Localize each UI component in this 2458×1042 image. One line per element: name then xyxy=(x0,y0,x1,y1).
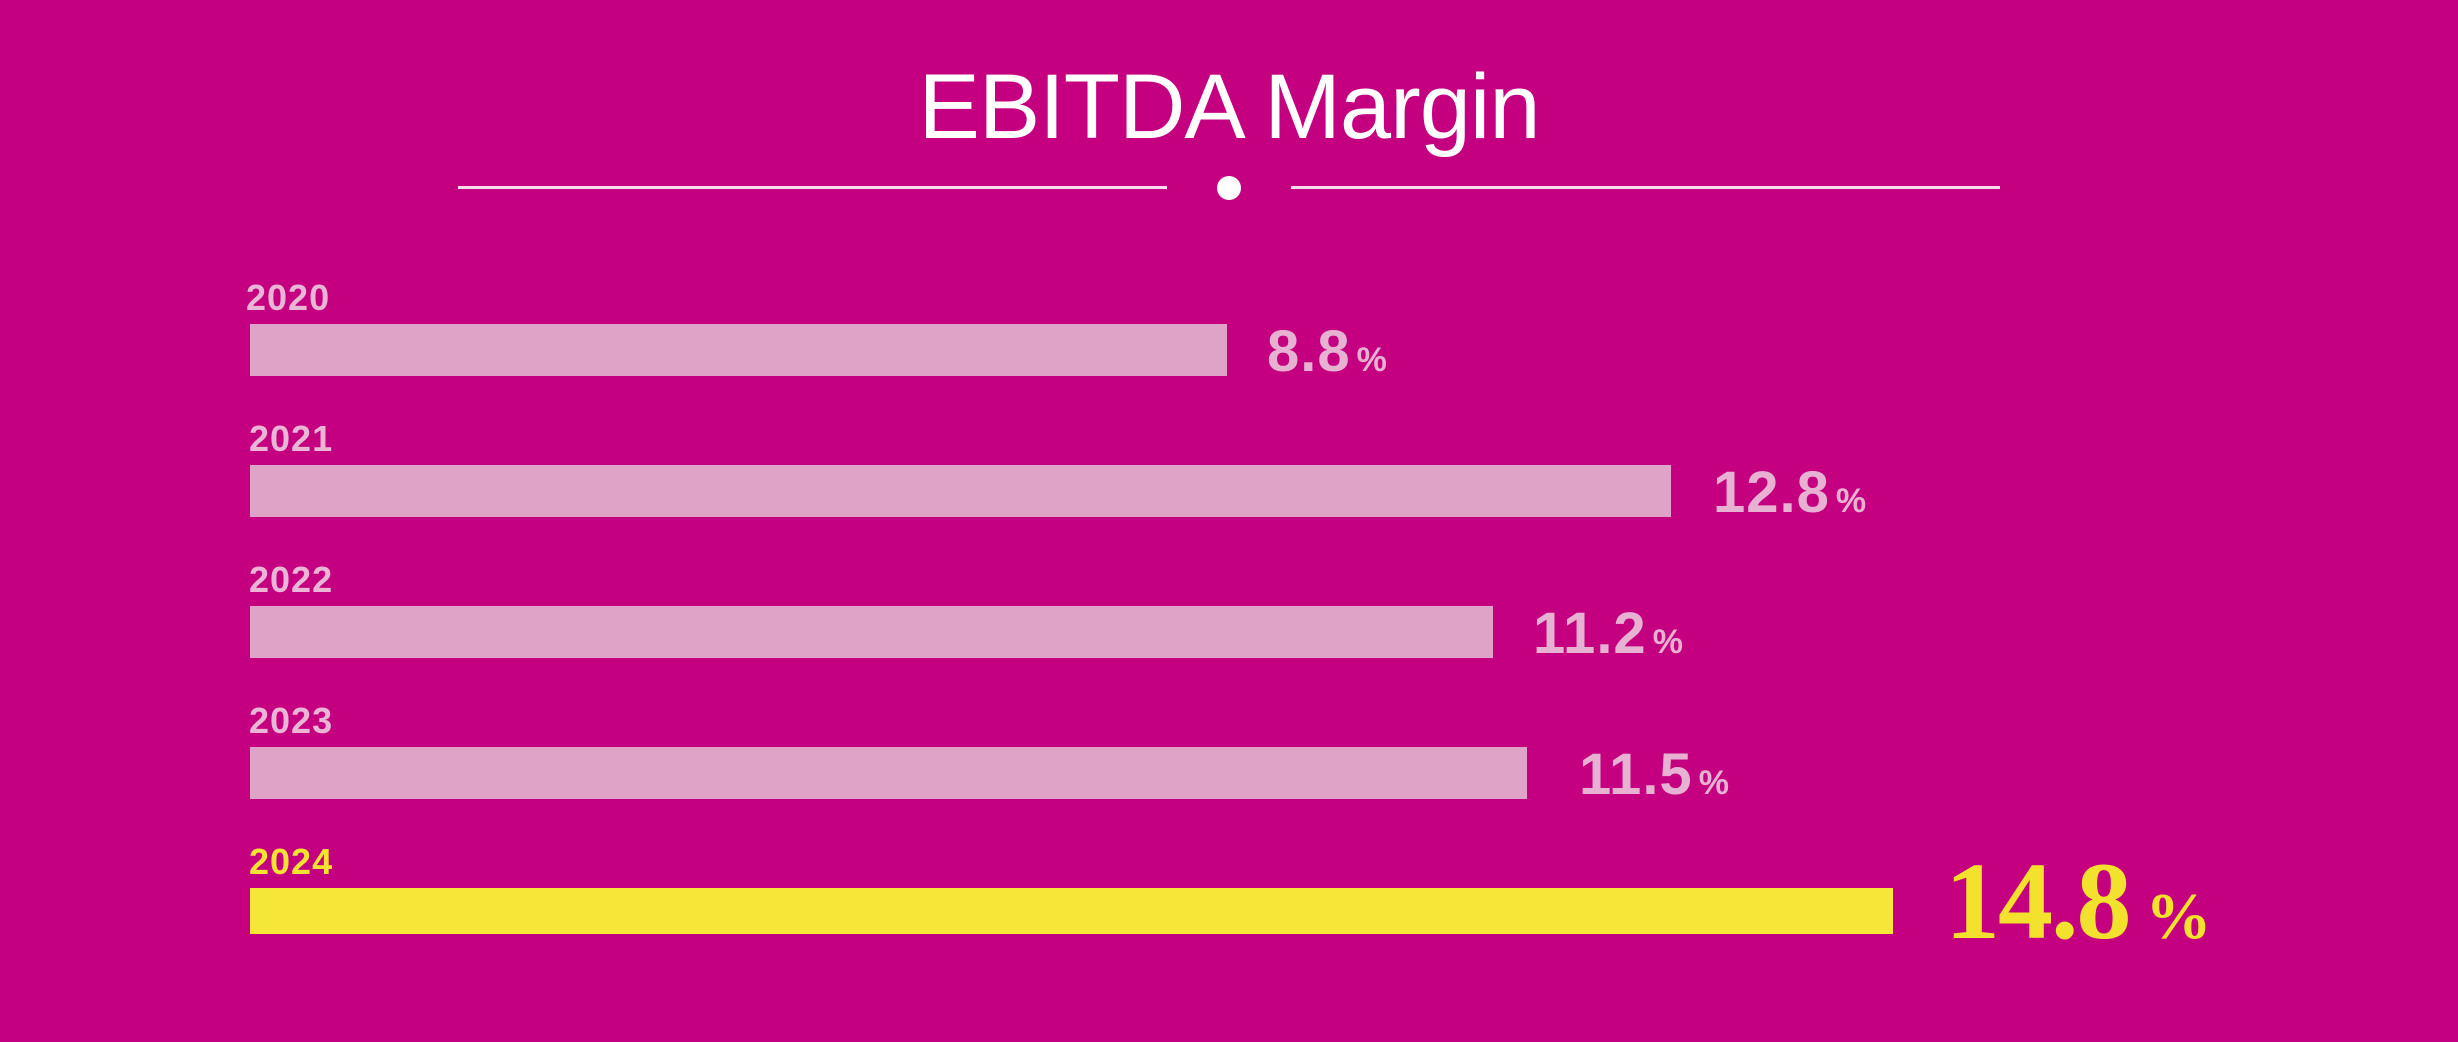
value-unit: % xyxy=(1356,341,1387,379)
value-label: 8.8% xyxy=(1267,318,1387,385)
value-number: 8.8 xyxy=(1267,319,1351,384)
bar-2023 xyxy=(250,747,1527,799)
title-divider-right xyxy=(1291,186,2000,189)
year-label: 2020 xyxy=(246,277,331,318)
value-unit: % xyxy=(1652,623,1683,661)
year-label: 2023 xyxy=(249,700,334,741)
year-label: 2022 xyxy=(249,559,334,600)
bar-2024 xyxy=(250,888,1893,934)
title-divider-left xyxy=(458,186,1167,189)
value-unit: % xyxy=(1698,764,1729,802)
value-number: 11.5 xyxy=(1579,742,1693,807)
year-label: 2024 xyxy=(249,841,334,882)
value-number: 11.2 xyxy=(1533,601,1647,666)
value-unit: % xyxy=(2145,880,2212,953)
bar-2021 xyxy=(250,465,1671,517)
value-label: 12.8% xyxy=(1713,459,1866,526)
value-number: 14.8 xyxy=(1945,840,2131,962)
value-label: 11.2% xyxy=(1533,600,1683,667)
value-label: 11.5% xyxy=(1579,741,1729,808)
value-number: 12.8 xyxy=(1713,460,1830,525)
bar-2022 xyxy=(250,606,1493,658)
value-label: 14.8% xyxy=(1945,838,2212,965)
bar-2020 xyxy=(250,324,1227,376)
year-label: 2021 xyxy=(249,418,334,459)
chart-title: EBITDA Margin xyxy=(918,56,1541,158)
title-divider-dot xyxy=(1217,176,1241,200)
value-unit: % xyxy=(1835,482,1867,520)
